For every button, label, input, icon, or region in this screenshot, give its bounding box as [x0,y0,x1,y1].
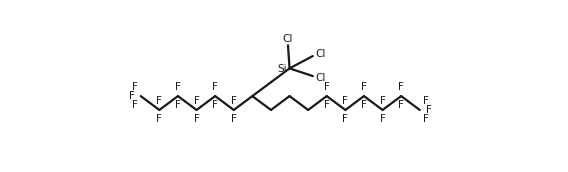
Text: F: F [132,82,137,92]
Text: F: F [212,82,218,92]
Text: F: F [231,114,237,124]
Text: F: F [231,96,237,106]
Text: F: F [175,82,181,92]
Text: F: F [156,96,162,106]
Text: F: F [324,100,329,110]
Text: F: F [324,82,329,92]
Text: F: F [132,100,137,110]
Text: F: F [156,114,162,124]
Text: F: F [379,96,386,106]
Text: F: F [212,100,218,110]
Text: F: F [379,114,386,124]
Text: F: F [423,114,429,124]
Text: F: F [194,96,199,106]
Text: F: F [398,82,404,92]
Text: F: F [128,91,135,101]
Text: F: F [398,100,404,110]
Text: F: F [343,114,348,124]
Text: F: F [343,96,348,106]
Text: F: F [194,114,199,124]
Text: F: F [426,105,432,115]
Text: Cl: Cl [315,49,325,59]
Text: F: F [423,96,429,106]
Text: Cl: Cl [315,73,325,83]
Text: F: F [175,100,181,110]
Text: F: F [361,100,367,110]
Text: F: F [361,82,367,92]
Text: Cl: Cl [283,34,293,44]
Text: Si: Si [277,64,287,74]
